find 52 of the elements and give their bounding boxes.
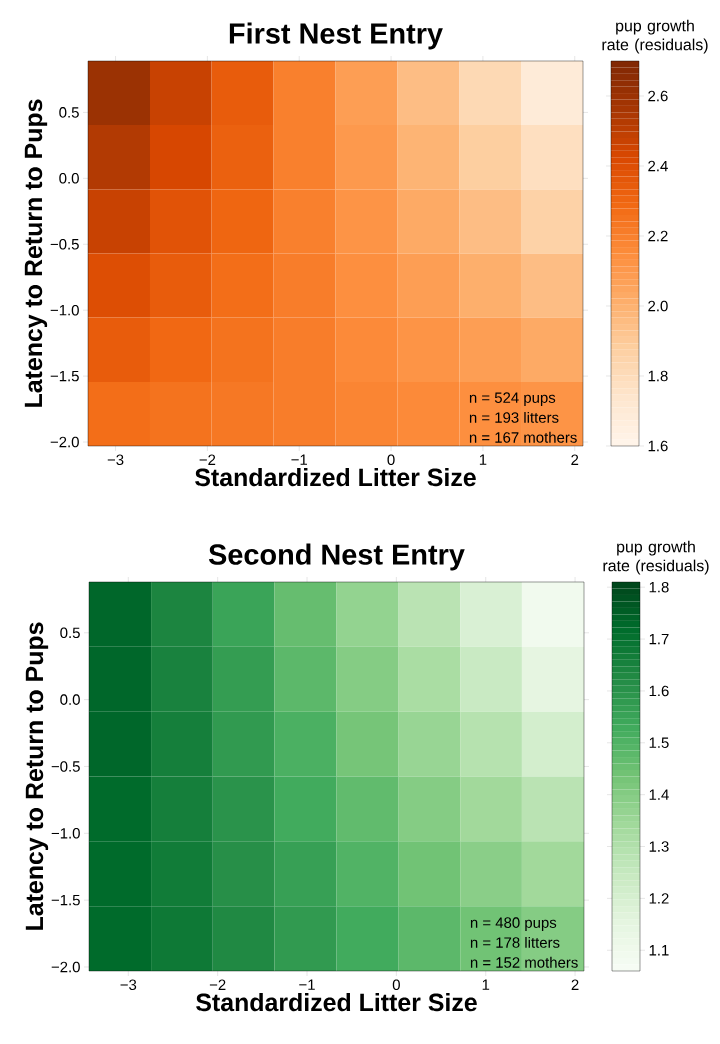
x-tick-label: 2 — [571, 454, 579, 465]
x-tick-label: 1 — [479, 454, 487, 465]
y-tick-label: −1.0 — [51, 828, 80, 839]
color-bar-label: 1.8 — [649, 581, 669, 593]
x-tick-label: −2 — [209, 979, 226, 990]
x-tick-label: 0 — [387, 454, 395, 466]
annotation: n = 167 mothers — [469, 431, 577, 443]
y-tick-label: −2.0 — [51, 961, 80, 973]
annotation: n = 152 mothers — [470, 956, 578, 968]
color-bar-label: 2.2 — [648, 230, 668, 242]
annotation: n = 193 litters — [469, 411, 559, 423]
y-tick-label: −1.0 — [50, 304, 79, 316]
y-axis-title: Latency to Return to Pups — [24, 99, 48, 407]
x-tick-label: −2 — [199, 454, 216, 465]
y-tick-label: −0.5 — [50, 238, 79, 250]
x-tick-label: −1 — [291, 454, 308, 465]
color-bar-label: 1.8 — [648, 370, 668, 382]
x-tick-label: 0 — [392, 979, 400, 991]
x-axis-title: Standardized Litter Size — [196, 992, 477, 1012]
color-bar-title: pup growth rate (residuals) — [602, 19, 708, 54]
color-bar-label: 1.4 — [649, 789, 669, 800]
y-tick-label: −1.5 — [50, 370, 79, 382]
color-bar-label: 1.5 — [649, 737, 669, 748]
y-tick-label: 0.0 — [60, 694, 80, 705]
color-bar-label: 2.0 — [648, 300, 668, 312]
y-axis-title: Latency to Return to Pups — [25, 622, 49, 930]
x-tick-label: −3 — [120, 979, 137, 991]
x-axis-title: Standardized Litter Size — [195, 467, 476, 487]
color-bar-label: 1.6 — [649, 685, 669, 697]
x-tick-label: 2 — [571, 979, 579, 990]
color-bar-label: 1.1 — [649, 945, 669, 956]
x-tick-label: 1 — [482, 979, 490, 990]
color-bar-label: 2.4 — [648, 160, 668, 172]
y-tick-label: 0.5 — [60, 627, 80, 639]
y-tick-label: −2.0 — [50, 436, 79, 448]
annotation: n = 178 litters — [470, 936, 560, 948]
color-bar-title: pup growth rate (residuals) — [603, 540, 709, 575]
color-bar-label: 1.7 — [649, 633, 669, 645]
x-tick-label: −3 — [107, 454, 124, 466]
x-tick-label: −1 — [299, 979, 315, 990]
color-bar-label: 1.3 — [649, 841, 669, 852]
y-tick-label: 0.5 — [59, 107, 79, 118]
y-tick-label: 0.0 — [59, 173, 79, 184]
chart-title: Second Nest Entry — [208, 543, 465, 571]
color-bar-label: 1.2 — [649, 893, 669, 904]
color-bar-label: 2.6 — [648, 90, 668, 102]
chart-title: First Nest Entry — [229, 22, 443, 50]
annotation: n = 524 pups — [469, 392, 556, 406]
color-bar-label: 1.6 — [648, 440, 668, 452]
y-tick-label: −1.5 — [51, 894, 80, 906]
y-tick-label: −0.5 — [51, 761, 80, 772]
annotation: n = 480 pups — [470, 917, 557, 931]
